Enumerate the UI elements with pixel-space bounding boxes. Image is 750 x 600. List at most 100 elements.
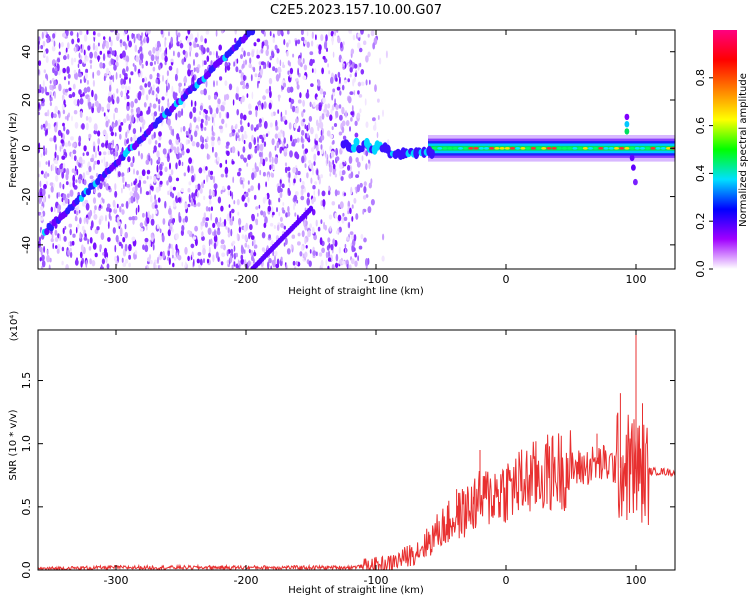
noise-speckle xyxy=(199,188,203,194)
noise-speckle xyxy=(328,214,333,220)
noise-speckle xyxy=(40,212,43,217)
noise-speckle xyxy=(43,30,47,36)
noise-speckle xyxy=(214,151,218,158)
noise-speckle xyxy=(284,162,288,167)
noise-speckle xyxy=(134,190,138,198)
noise-speckle xyxy=(183,76,188,84)
noise-speckle xyxy=(63,235,67,242)
noise-speckle xyxy=(108,71,112,77)
noise-speckle xyxy=(236,109,239,116)
noise-speckle xyxy=(89,175,94,180)
noise-speckle xyxy=(141,78,145,83)
snr-y-ticks: 0.00.51.01.5 xyxy=(20,372,675,579)
noise-speckle xyxy=(257,101,261,106)
noise-speckle xyxy=(350,111,354,116)
noise-speckle xyxy=(97,130,101,137)
noise-speckle xyxy=(343,65,346,70)
noise-speckle xyxy=(107,237,111,242)
noise-speckle xyxy=(297,99,302,104)
noise-speckle xyxy=(151,213,154,219)
noise-speckle xyxy=(50,164,53,172)
noise-speckle xyxy=(201,231,204,238)
noise-speckle xyxy=(123,78,126,85)
noise-speckle xyxy=(339,114,343,121)
noise-speckle xyxy=(207,227,212,235)
noise-speckle xyxy=(116,203,119,209)
snr-frame xyxy=(37,329,676,571)
noise-speckle xyxy=(39,236,41,243)
noise-speckle xyxy=(181,108,184,116)
noise-speckle xyxy=(289,73,292,78)
noise-speckle xyxy=(178,85,181,94)
noise-speckle xyxy=(262,211,266,218)
noise-speckle xyxy=(203,88,208,96)
noise-speckle xyxy=(78,52,81,59)
noise-speckle xyxy=(321,247,325,254)
noise-speckle xyxy=(148,138,152,145)
noise-speckle xyxy=(221,252,226,258)
noise-speckle xyxy=(335,253,339,262)
noise-speckle xyxy=(311,226,315,234)
noise-speckle xyxy=(48,264,51,269)
noise-speckle xyxy=(275,263,280,269)
noise-speckle xyxy=(219,217,222,223)
noise-speckle xyxy=(226,150,230,156)
noise-speckle xyxy=(75,179,78,183)
noise-speckle xyxy=(69,189,74,197)
noise-speckle xyxy=(220,239,225,245)
noise-speckle xyxy=(123,73,128,78)
noise-speckle xyxy=(322,55,326,60)
noise-speckle xyxy=(112,199,116,208)
noise-speckle xyxy=(122,262,127,267)
noise-speckle xyxy=(241,47,244,53)
noise-speckle xyxy=(235,252,238,258)
noise-speckle xyxy=(112,148,116,153)
noise-speckle xyxy=(272,66,276,72)
noise-speckle xyxy=(351,105,354,112)
noise-speckle xyxy=(188,193,191,202)
noise-speckle xyxy=(306,197,311,206)
noise-speckle xyxy=(126,183,131,188)
noise-speckle xyxy=(265,49,269,57)
noise-speckle xyxy=(99,182,103,190)
noise-speckle xyxy=(134,184,138,192)
noise-speckle xyxy=(50,111,54,119)
noise-speckle xyxy=(308,115,313,122)
y-tick-label: 0 xyxy=(20,145,33,152)
noise-speckle xyxy=(89,209,93,217)
noise-speckle xyxy=(159,163,163,171)
noise-speckle xyxy=(192,106,197,114)
noise-speckle xyxy=(272,37,275,44)
noise-speckle xyxy=(321,190,326,197)
noise-speckle xyxy=(159,265,162,269)
noise-speckle xyxy=(320,200,323,207)
noise-speckle xyxy=(325,251,329,259)
noise-speckle xyxy=(146,36,150,44)
noise-speckle xyxy=(348,155,353,164)
noise-speckle xyxy=(78,141,81,147)
noise-speckle xyxy=(62,67,66,74)
noise-speckle xyxy=(195,67,200,72)
noise-speckle xyxy=(93,209,96,214)
noise-speckle xyxy=(339,201,344,209)
noise-speckle xyxy=(77,63,80,68)
noise-speckle xyxy=(365,55,369,63)
noise-speckle xyxy=(191,251,194,258)
noise-speckle xyxy=(198,167,203,174)
noise-speckle xyxy=(133,168,135,175)
carrier-mark xyxy=(634,147,640,150)
noise-speckle xyxy=(309,163,312,169)
noise-speckle xyxy=(258,118,262,124)
noise-speckle xyxy=(328,30,330,37)
noise-speckle xyxy=(113,208,118,214)
noise-speckle xyxy=(208,239,211,247)
noise-speckle xyxy=(152,90,155,96)
noise-speckle xyxy=(49,137,54,142)
noise-speckle xyxy=(124,30,128,35)
noise-speckle xyxy=(189,33,194,40)
noise-speckle xyxy=(319,115,322,124)
carrier-mark xyxy=(530,147,536,150)
noise-speckle xyxy=(41,260,46,268)
noise-speckle xyxy=(76,159,79,166)
noise-speckle xyxy=(94,93,98,102)
